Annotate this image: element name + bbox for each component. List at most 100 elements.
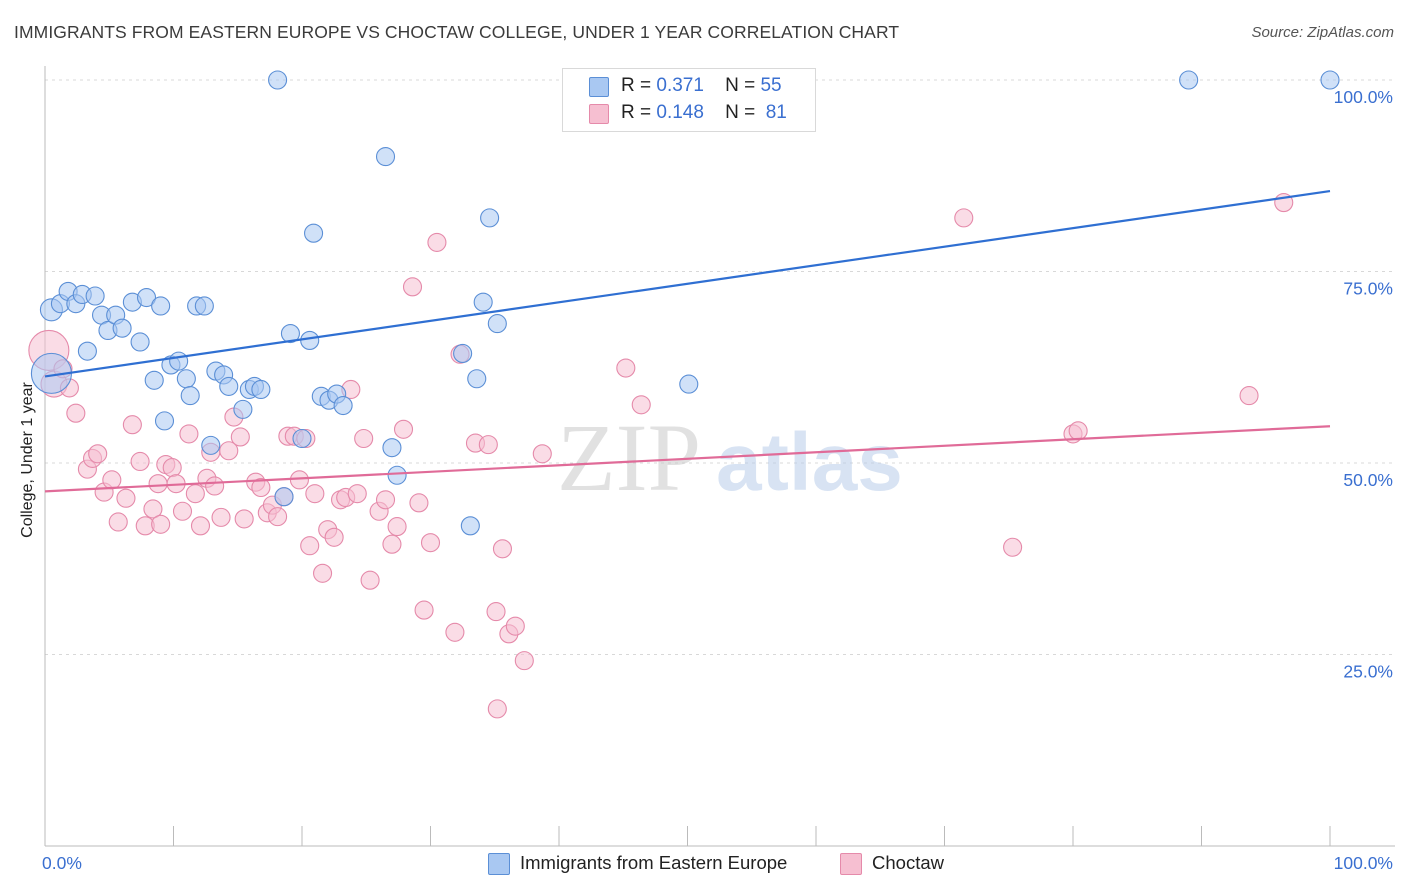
gridlines <box>45 79 1395 655</box>
chart-title: IMMIGRANTS FROM EASTERN EUROPE VS CHOCTA… <box>14 22 900 42</box>
choctaw-point <box>305 484 325 504</box>
eastern-europe-point <box>180 386 200 406</box>
eastern-europe-point <box>467 369 487 389</box>
eastern-europe-point <box>85 286 105 306</box>
axes <box>44 66 1395 847</box>
eastern-europe-point <box>219 376 239 396</box>
tick-labels: 100.0% 75.0% 50.0% 25.0% 0.0% 100.0% <box>42 87 1393 873</box>
watermark-zip: ZIP <box>557 404 701 511</box>
choctaw-point <box>251 477 271 498</box>
choctaw-point <box>143 499 163 519</box>
y-axis-label: College, Under 1 year <box>19 382 36 538</box>
choctaw-point <box>148 474 168 494</box>
choctaw-point <box>616 358 636 378</box>
trend-lines <box>44 189 1331 493</box>
series-eastern-europe-points <box>30 70 1340 536</box>
eastern-europe-point <box>201 435 221 455</box>
choctaw-point <box>375 490 396 510</box>
choctaw-point <box>116 488 136 508</box>
legend-r-label: R = <box>621 75 652 96</box>
choctaw-point <box>230 427 250 447</box>
correlation-legend: R = 0.371 N = 55 R = 0.148 N = 81 <box>562 68 816 132</box>
legend-r-value: 0.148 <box>656 102 704 123</box>
trend-line-choctaw <box>44 425 1331 493</box>
legend-swatch-choctaw <box>589 104 609 124</box>
eastern-europe-point <box>77 341 97 361</box>
choctaw-point <box>486 602 506 622</box>
choctaw-point <box>102 470 122 490</box>
trend-line-eastern-europe <box>44 189 1331 378</box>
choctaw-point <box>954 208 974 228</box>
choctaw-point <box>122 415 142 435</box>
eastern-europe-point <box>144 370 164 390</box>
choctaw-point <box>185 484 205 504</box>
eastern-europe-point <box>300 330 320 350</box>
eastern-europe-point <box>460 516 480 536</box>
choctaw-point <box>179 424 199 444</box>
choctaw-point <box>108 512 128 532</box>
choctaw-point <box>313 563 333 583</box>
bottom-legend-swatch-eastern-europe <box>488 853 510 875</box>
choctaw-point <box>172 501 193 521</box>
eastern-europe-point <box>274 487 294 507</box>
choctaw-point <box>360 570 380 590</box>
choctaw-point <box>347 484 367 504</box>
choctaw-point <box>151 514 171 534</box>
choctaw-point <box>382 534 402 554</box>
y-tick-label: 100.0% <box>1334 87 1393 107</box>
choctaw-point <box>190 516 211 536</box>
choctaw-point <box>487 699 507 719</box>
choctaw-point <box>219 441 239 461</box>
y-tick-label: 75.0% <box>1343 279 1393 299</box>
x-tick-label-left: 0.0% <box>42 853 82 873</box>
y-tick-label: 25.0% <box>1343 662 1393 682</box>
legend-r-value: 0.371 <box>656 75 704 96</box>
source-credit: Source: ZipAtlas.com <box>1251 24 1394 41</box>
legend-n-label: N = <box>725 75 756 96</box>
y-tick-label: 50.0% <box>1343 470 1393 490</box>
x-tick-label-right: 100.0% <box>1334 853 1393 873</box>
choctaw-point <box>402 277 423 297</box>
choctaw-point <box>1003 537 1023 557</box>
eastern-europe-point <box>480 208 500 228</box>
choctaw-point <box>268 507 288 527</box>
choctaw-point <box>393 419 414 439</box>
eastern-europe-point <box>268 70 288 90</box>
legend-n-label: N = <box>725 102 756 123</box>
choctaw-point <box>1068 421 1088 441</box>
choctaw-point <box>130 451 150 472</box>
choctaw-point <box>409 493 429 513</box>
eastern-europe-point <box>304 223 324 243</box>
choctaw-point <box>414 600 434 620</box>
eastern-europe-point <box>112 318 132 338</box>
watermark-atlas: atlas <box>716 417 903 508</box>
eastern-europe-point <box>176 369 196 389</box>
legend-swatch-eastern-europe <box>589 77 609 97</box>
choctaw-point <box>387 517 407 537</box>
eastern-europe-point <box>280 323 300 344</box>
eastern-europe-point <box>1320 70 1340 90</box>
bottom-legend-label: Immigrants from Eastern Europe <box>520 852 788 873</box>
eastern-europe-point <box>154 411 175 431</box>
eastern-europe-point <box>151 296 171 316</box>
legend-n-value: 55 <box>760 75 782 96</box>
eastern-europe-point <box>233 399 253 419</box>
choctaw-point <box>492 539 513 559</box>
choctaw-point <box>211 507 231 527</box>
bottom-legend-label: Choctaw <box>872 852 944 873</box>
choctaw-point <box>234 509 254 529</box>
choctaw-point <box>66 403 86 423</box>
eastern-europe-point <box>292 428 312 449</box>
eastern-europe-point <box>1179 70 1199 90</box>
eastern-europe-point <box>382 438 402 458</box>
eastern-europe-point <box>387 465 407 485</box>
choctaw-point <box>205 476 225 496</box>
eastern-europe-point <box>473 292 493 312</box>
legend-r-label: R = <box>621 102 652 123</box>
choctaw-point <box>300 536 320 556</box>
choctaw-point <box>505 616 525 636</box>
eastern-europe-point <box>194 296 214 316</box>
choctaw-point <box>532 444 552 464</box>
eastern-europe-point <box>679 374 699 394</box>
